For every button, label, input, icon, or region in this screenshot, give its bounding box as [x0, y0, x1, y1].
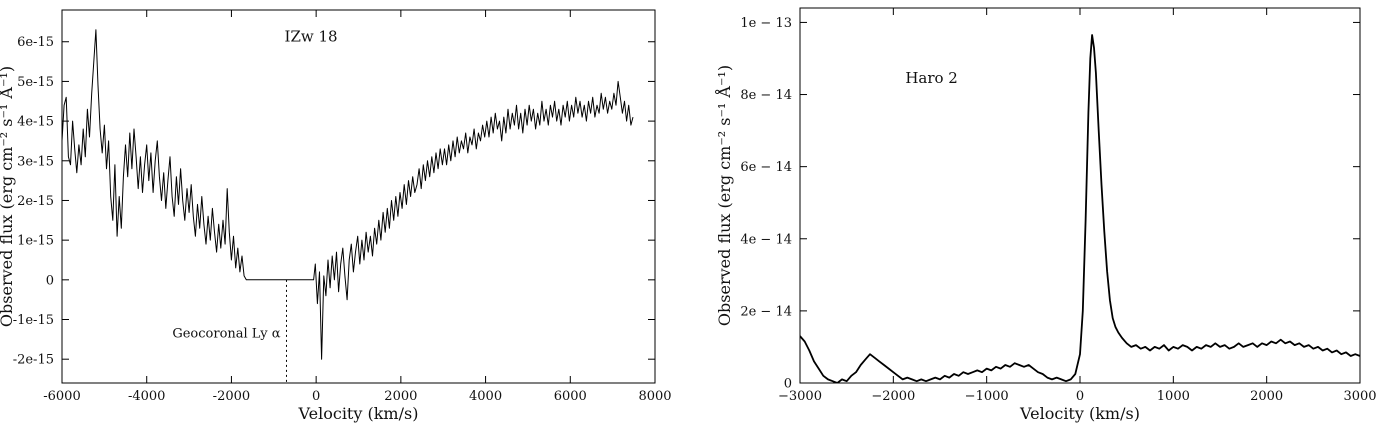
haro2-spectrum-chart: −3000 −2000 −1000 0 1000 2000 3000 1e − 13 8e − …	[690, 0, 1377, 427]
y-tick-label: 8e − 14	[740, 88, 792, 103]
x-axis-label: Velocity (km/s)	[1019, 404, 1140, 423]
chart-title: Haro 2	[905, 69, 958, 87]
x-tick-label: 0	[1076, 389, 1084, 404]
y-tick-label: 3e-15	[17, 154, 54, 169]
x-tick-label: 4000	[469, 389, 502, 404]
y-tick-label: 0	[46, 273, 54, 288]
x-tick-label: -2000	[213, 389, 250, 404]
x-tick-label: 0	[312, 389, 320, 404]
x-tick-label: 2000	[1250, 389, 1283, 404]
x-tick-label: -6000	[43, 389, 80, 404]
y-tick-label: -2e-15	[13, 353, 54, 368]
y-tick-label: 4e-15	[17, 115, 54, 130]
y-tick-label: 2e − 14	[740, 304, 792, 319]
x-tick-label: 8000	[638, 389, 671, 404]
plot-frame	[799, 7, 1361, 384]
spectrum-line	[800, 34, 1360, 383]
y-tick-label: -1e-15	[13, 313, 54, 328]
izw18-spectrum-chart: -6000 -4000 -2000 0 2000 4000 6000 8000 6e-15 5e-…	[0, 9, 672, 423]
y-axis-label: Observed flux (erg cm⁻² s⁻¹ Å⁻¹)	[714, 65, 734, 326]
x-tick-label: 3000	[1343, 389, 1376, 404]
geocoronal-lya-label: Geocoronal Ly α	[172, 326, 280, 341]
y-axis-label: Observed flux (erg cm⁻² s⁻¹ Å⁻¹)	[0, 66, 16, 327]
x-tick-label: -4000	[128, 389, 165, 404]
y-tick-label: 6e − 14	[740, 160, 792, 175]
spectrum-line	[62, 29, 634, 360]
plot-frame	[61, 9, 656, 384]
x-tick-label: 2000	[384, 389, 417, 404]
y-tick-label: 2e-15	[17, 194, 54, 209]
x-tick-label: 1000	[1157, 389, 1190, 404]
y-tick-label: 1e-15	[17, 234, 54, 249]
y-tick-label: 1e − 13	[740, 16, 792, 31]
x-axis-label: Velocity (km/s)	[298, 404, 419, 423]
y-tick-label: 5e-15	[17, 75, 54, 90]
y-tick-label: 6e-15	[17, 35, 54, 50]
x-tick-label: −3000	[778, 389, 822, 404]
y-tick-label: 4e − 14	[740, 232, 792, 247]
y-tick-label: 0	[784, 377, 792, 392]
chart-title: IZw 18	[285, 28, 338, 46]
haro2-plot-svg: −3000 −2000 −1000 0 1000 2000 3000 1e − 13 8e − …	[714, 7, 1377, 423]
x-tick-label: 6000	[554, 389, 587, 404]
x-tick-label: −1000	[965, 389, 1009, 404]
x-tick-label: −2000	[871, 389, 915, 404]
izw18-plot-svg: -6000 -4000 -2000 0 2000 4000 6000 8000 6e-15 5e-…	[0, 9, 672, 423]
